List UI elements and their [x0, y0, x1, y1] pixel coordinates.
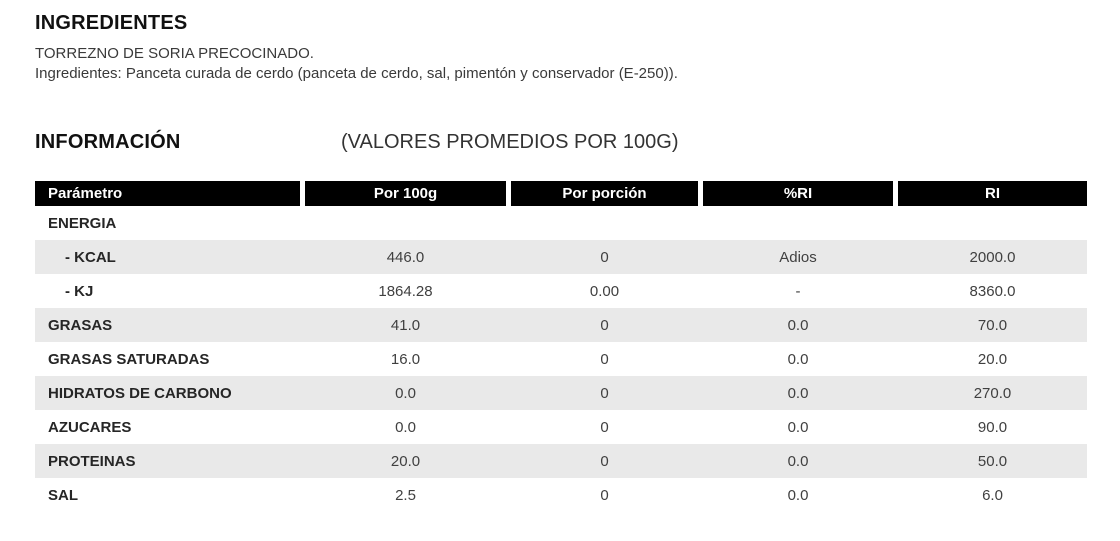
row-value: 0.0 [787, 486, 809, 504]
table-row: SAL 2.5 0 0.0 6.0 [35, 478, 1087, 512]
row-value [511, 206, 698, 240]
header-cell: %RI [703, 181, 893, 206]
row-value: 1864.28 [378, 282, 433, 300]
row-value: 8360.0 [969, 282, 1016, 300]
table-row: - KCAL 446.0 0 Adios 2000.0 [35, 240, 1087, 274]
row-value: 0 [600, 316, 609, 334]
row-label: GRASAS SATURADAS [48, 350, 210, 368]
row-label: - KJ [65, 282, 94, 300]
row-value: 90.0 [977, 418, 1008, 436]
table-body: ENERGIA - KCAL 446.0 0 Adios 2000.0 - KJ 1864.2… [35, 206, 1087, 512]
row-label: - KCAL [65, 248, 116, 266]
info-subtitle: (VALORES PROMEDIOS POR 100G) [341, 131, 679, 153]
header-cell: Por porción [511, 181, 698, 206]
header-cell: Parámetro [35, 181, 300, 206]
info-heading: INFORMACIÓN (VALORES PROMEDIOS POR 100G) [35, 131, 1087, 154]
row-value: 20.0 [977, 350, 1008, 368]
row-value: Adios [779, 248, 817, 266]
table-row: PROTEINAS 20.0 0 0.0 50.0 [35, 444, 1087, 478]
row-value: 270.0 [973, 384, 1012, 402]
table-row: GRASAS 41.0 0 0.0 70.0 [35, 308, 1087, 342]
row-label: AZUCARES [48, 418, 132, 436]
ingredients-text: TORREZNO DE SORIA PRECOCINADO. Ingredien… [35, 44, 1087, 84]
row-value: 0.0 [787, 452, 809, 470]
ingredients-composition-line: Ingredientes: Panceta curada de cerdo (p… [35, 65, 678, 82]
row-value: 0.0 [787, 418, 809, 436]
header-cell: Por 100g [305, 181, 506, 206]
row-value [703, 206, 893, 240]
row-value: 2000.0 [969, 248, 1016, 266]
row-label: ENERGIA [48, 214, 117, 232]
table-row: - KJ 1864.28 0.00 - 8360.0 [35, 274, 1087, 308]
row-value: 0.0 [787, 350, 809, 368]
row-label: SAL [48, 486, 78, 504]
row-value: 0 [600, 486, 609, 504]
row-value [898, 206, 1087, 240]
row-value: 0.00 [589, 282, 620, 300]
row-value: 0 [600, 384, 609, 402]
row-value: 70.0 [977, 316, 1008, 334]
row-label: GRASAS [48, 316, 113, 334]
row-value: 0 [600, 418, 609, 436]
row-value: 0.0 [395, 384, 416, 402]
row-value: 0 [600, 248, 609, 266]
row-value: 0.0 [787, 384, 809, 402]
row-value: 16.0 [390, 350, 421, 368]
row-value: - [795, 282, 801, 300]
row-value: 0.0 [787, 316, 809, 334]
row-value [305, 206, 506, 240]
table-row: HIDRATOS DE CARBONO 0.0 0 0.0 270.0 [35, 376, 1087, 410]
table-row: ENERGIA [35, 206, 1087, 240]
info-title: INFORMACIÓN [35, 131, 181, 153]
ingredients-product-line: TORREZNO DE SORIA PRECOCINADO. [35, 45, 314, 62]
row-value: 41.0 [390, 316, 421, 334]
row-value: 0 [600, 350, 609, 368]
row-value: 6.0 [982, 486, 1003, 504]
header-cell: RI [898, 181, 1087, 206]
row-label: HIDRATOS DE CARBONO [48, 384, 232, 402]
row-value: 2.5 [395, 486, 416, 504]
row-value: 20.0 [390, 452, 421, 470]
row-value: 0 [600, 452, 609, 470]
row-value: 0.0 [395, 418, 416, 436]
nutrition-table: Parámetro Por 100g Por porción %RI RI ENERGI… [35, 181, 1087, 512]
row-label: PROTEINAS [48, 452, 136, 470]
row-value: 446.0 [386, 248, 425, 266]
table-header: Parámetro Por 100g Por porción %RI RI [35, 181, 1087, 206]
table-row: AZUCARES 0.0 0 0.0 90.0 [35, 410, 1087, 444]
row-value: 50.0 [977, 452, 1008, 470]
table-row: GRASAS SATURADAS 16.0 0 0.0 20.0 [35, 342, 1087, 376]
ingredients-title: INGREDIENTES [35, 12, 188, 34]
